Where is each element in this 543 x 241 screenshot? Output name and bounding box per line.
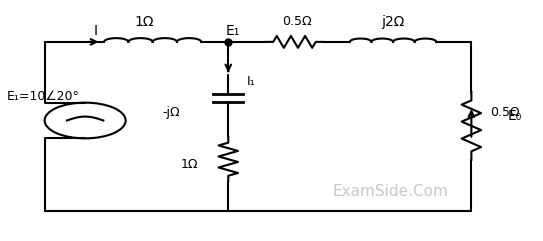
Text: E₀: E₀ (508, 109, 522, 123)
Text: E₁: E₁ (225, 24, 240, 38)
Text: 1Ω: 1Ω (181, 158, 199, 171)
Text: ExamSide.Com: ExamSide.Com (332, 184, 449, 200)
Text: 0.5Ω: 0.5Ω (490, 106, 520, 119)
Text: E₁=10∠20°: E₁=10∠20° (7, 90, 80, 103)
Text: I: I (94, 24, 98, 38)
Text: j2Ω: j2Ω (381, 15, 405, 29)
Text: 1Ω: 1Ω (135, 15, 154, 29)
Text: I₁: I₁ (247, 75, 256, 88)
Text: -jΩ: -jΩ (162, 106, 180, 119)
Text: 0.5Ω: 0.5Ω (282, 15, 312, 28)
